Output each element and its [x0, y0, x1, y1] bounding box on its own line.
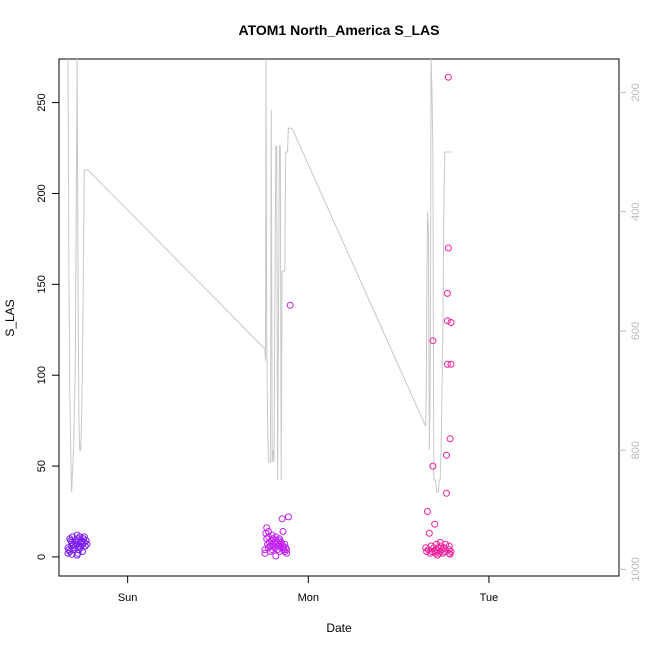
x-tick-label: Mon	[298, 592, 319, 604]
axes-layer: Sun Mon Tue 0 50 100 150 200 250 200 400 600 800 1000	[36, 83, 642, 604]
points-layer	[64, 73, 455, 560]
data-point	[432, 549, 440, 557]
data-point	[272, 552, 280, 560]
y-tick-label: 200	[36, 184, 48, 202]
data-point	[286, 301, 294, 309]
data-point	[444, 244, 452, 252]
data-point	[263, 524, 271, 532]
data-point	[79, 548, 86, 555]
data-point	[68, 550, 76, 558]
series-line	[67, 59, 451, 493]
y-tick-label: 250	[36, 93, 48, 111]
data-point	[77, 544, 85, 552]
line-layer	[67, 59, 451, 493]
data-point	[443, 451, 450, 459]
data-point	[74, 549, 82, 557]
data-point	[426, 549, 434, 557]
y2-tick-label: 200	[630, 83, 642, 101]
data-point	[447, 360, 455, 368]
y-axis-label: S_LAS	[3, 299, 17, 336]
data-point	[284, 513, 292, 521]
data-point	[429, 337, 437, 345]
data-point	[80, 533, 88, 541]
data-point	[83, 540, 91, 548]
data-point	[425, 529, 433, 537]
x-tick-label: Sun	[118, 592, 138, 604]
data-point	[279, 544, 287, 552]
data-point	[281, 548, 289, 555]
data-point	[445, 549, 453, 557]
data-point	[443, 360, 451, 368]
data-point	[443, 289, 451, 297]
data-point	[275, 537, 283, 545]
data-point	[82, 537, 90, 545]
data-point	[447, 319, 455, 326]
data-point	[429, 462, 437, 470]
data-point	[443, 317, 451, 325]
data-point	[268, 531, 276, 539]
data-point	[442, 540, 450, 548]
data-point	[431, 520, 439, 528]
y2-tick-label: 400	[630, 203, 642, 221]
data-point	[444, 73, 452, 81]
y-tick-label: 0	[36, 554, 48, 560]
data-point	[428, 548, 436, 555]
x-axis-label: Date	[326, 621, 352, 635]
data-point	[64, 549, 72, 557]
chart-title: ATOM1 North_America S_LAS	[239, 22, 440, 38]
data-point	[283, 549, 291, 557]
y2-tick-label: 600	[630, 322, 642, 340]
data-point	[283, 546, 291, 554]
data-point	[272, 533, 280, 541]
data-point	[423, 548, 431, 555]
plot-frame	[58, 58, 620, 577]
data-point	[443, 489, 450, 497]
y2-tick-label: 1000	[630, 557, 642, 581]
data-point	[265, 528, 272, 535]
y-tick-label: 100	[36, 366, 48, 384]
data-point	[445, 546, 453, 554]
data-point	[447, 548, 455, 555]
data-point	[278, 515, 286, 523]
y2-tick-label: 800	[630, 441, 642, 459]
data-point	[279, 528, 287, 535]
data-point	[424, 508, 431, 515]
y-tick-label: 150	[36, 275, 48, 293]
data-point	[446, 435, 454, 443]
x-tick-label: Tue	[480, 592, 499, 604]
data-point	[275, 548, 283, 555]
y-tick-label: 50	[36, 460, 48, 472]
